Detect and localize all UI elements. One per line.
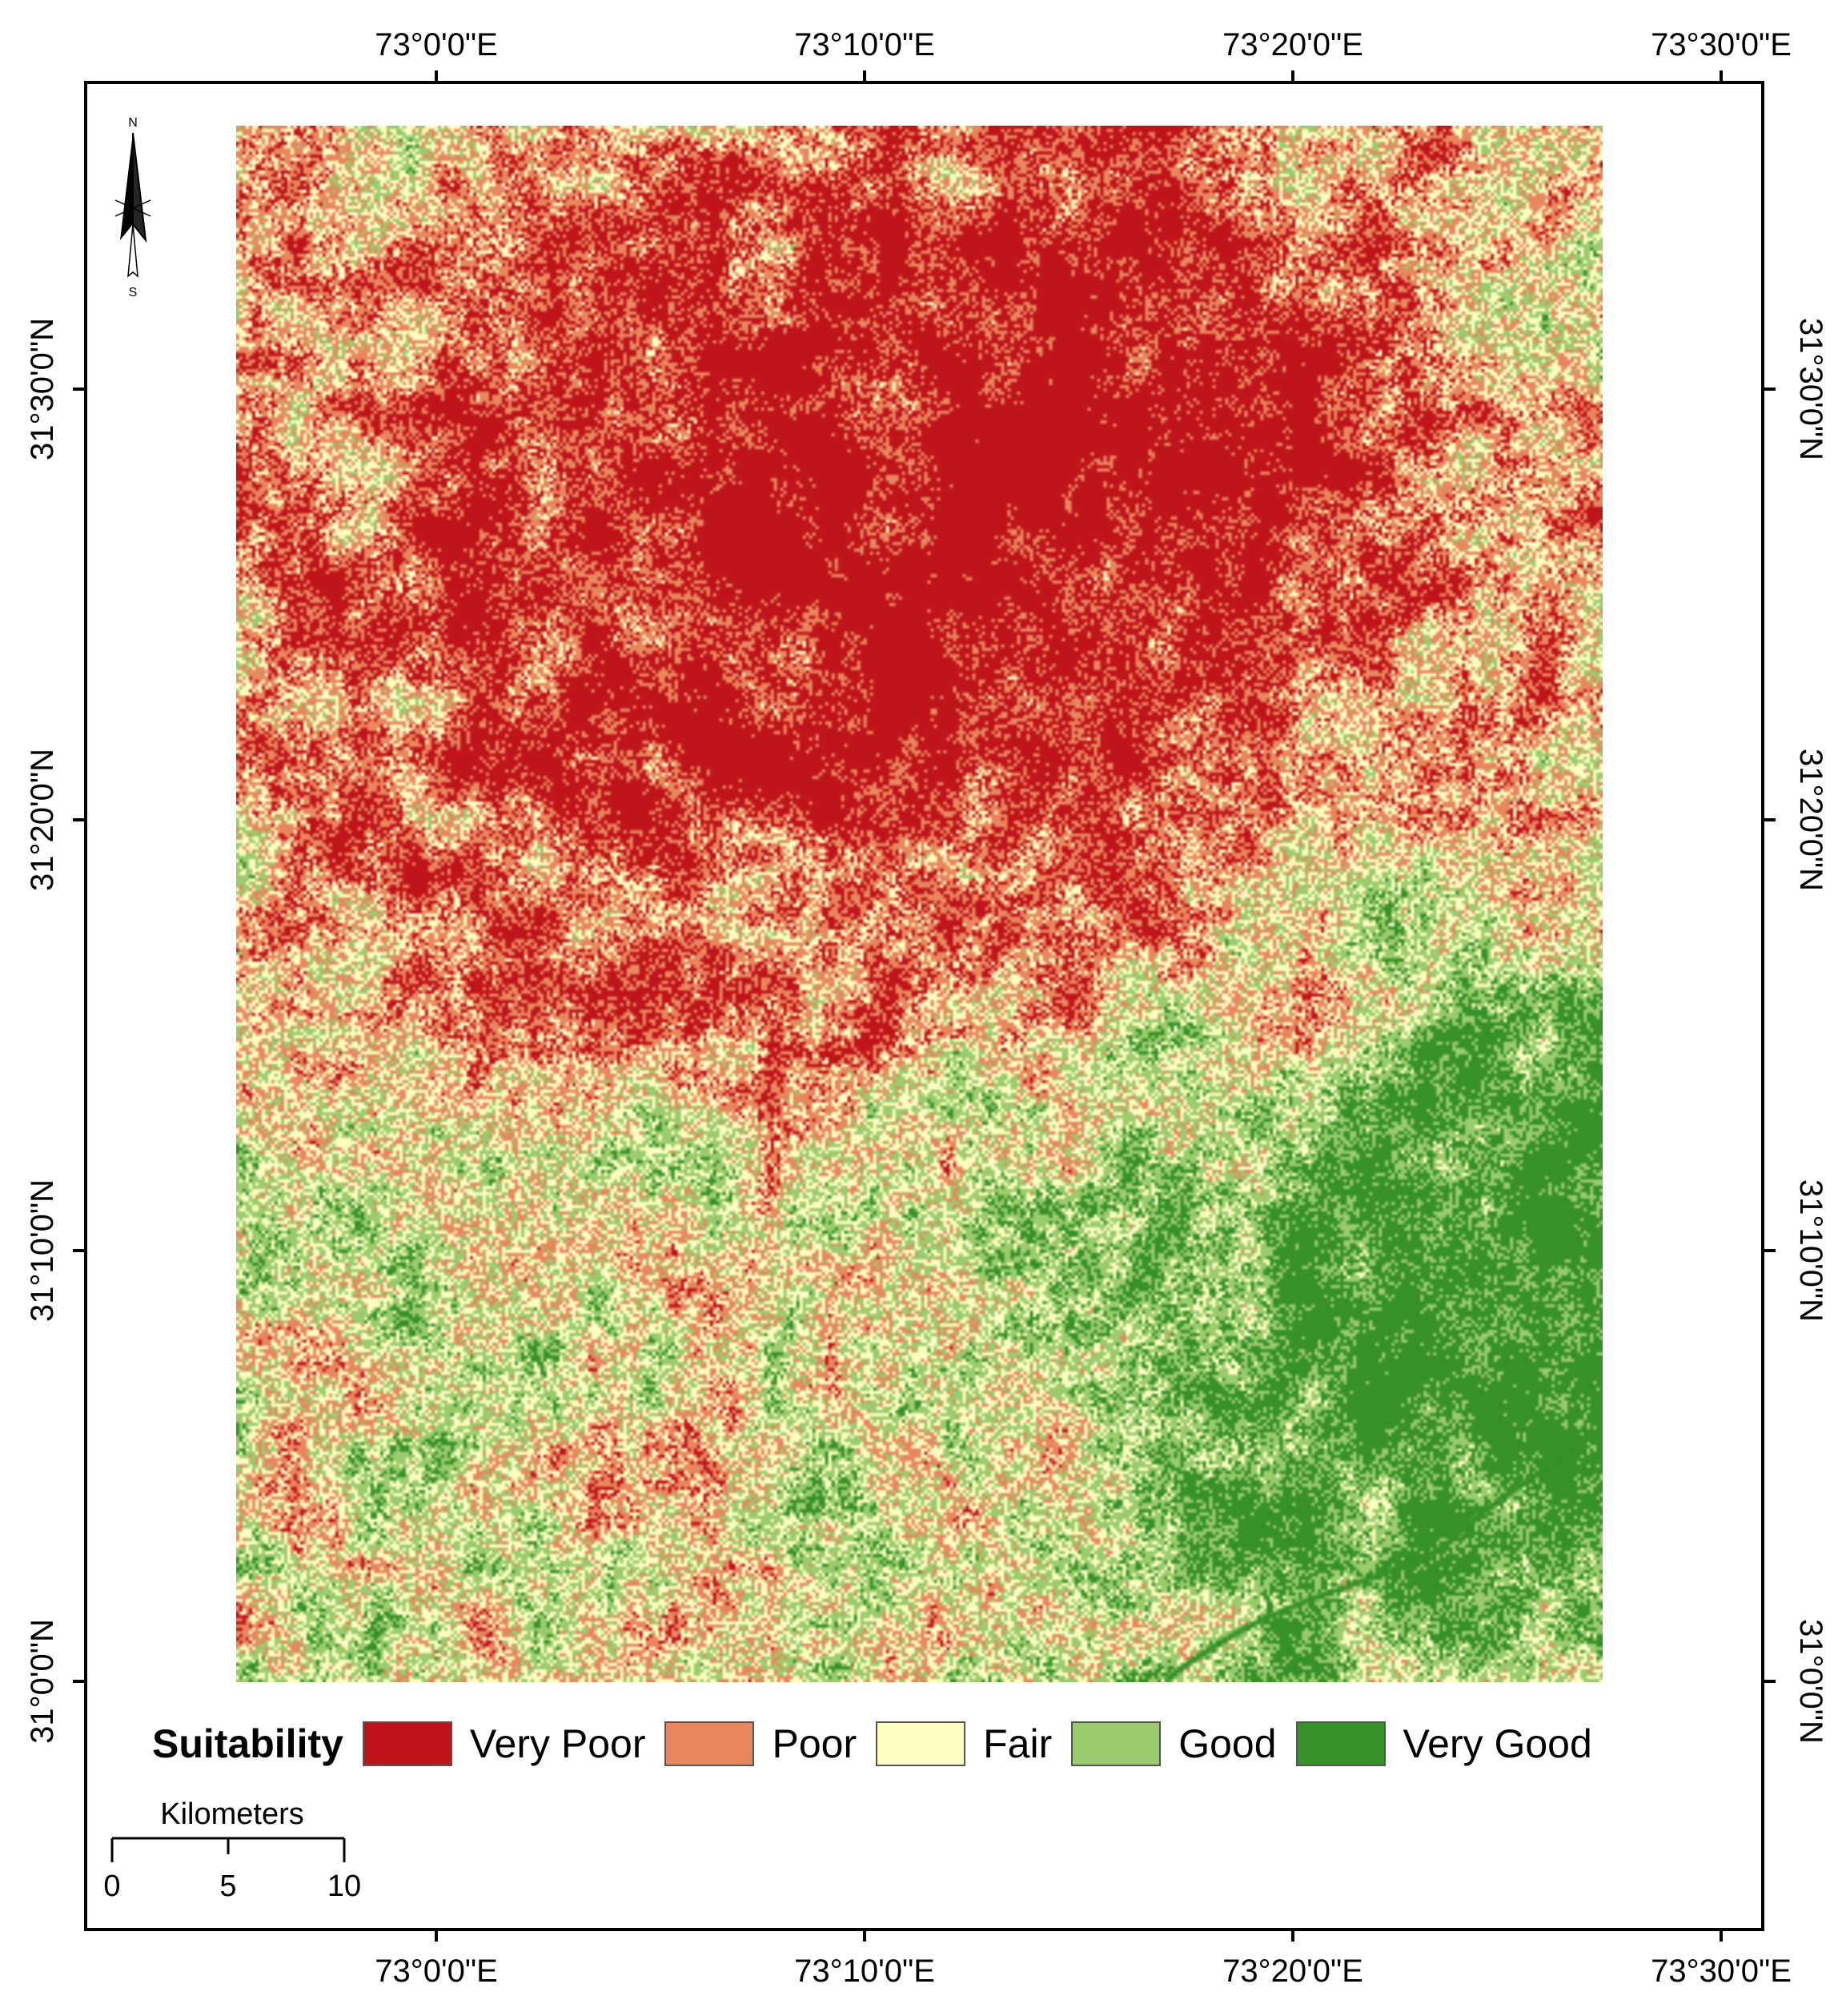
left-tick-mark (73, 1680, 84, 1683)
left-tick-mark (73, 1249, 84, 1252)
left-tick-label: 31°0'0"N (25, 1619, 60, 1744)
legend-swatch-very-poor (362, 1721, 452, 1766)
legend-label-very-good: Very Good (1403, 1721, 1592, 1766)
legend-label-poor: Poor (772, 1721, 857, 1766)
top-tick-label: 73°20'0"E (1222, 27, 1363, 62)
legend-label-very-poor: Very Poor (469, 1721, 646, 1766)
bottom-tick-mark (863, 1930, 866, 1942)
scalebar-label: 10 (327, 1869, 361, 1903)
top-tick-mark (863, 70, 866, 82)
top-tick-label: 73°0'0"E (375, 27, 498, 62)
scale-bar: Kilometers 0 5 10 (103, 1797, 361, 1903)
right-tick-label: 31°10'0"N (1793, 1179, 1828, 1322)
top-tick-label: 73°30'0"E (1651, 27, 1792, 62)
map-frame (84, 81, 1764, 1931)
scalebar-unit: Kilometers (160, 1797, 304, 1831)
bottom-tick-mark (1291, 1930, 1294, 1942)
right-tick-label: 31°20'0"N (1793, 749, 1828, 891)
legend-label-good: Good (1178, 1721, 1277, 1766)
left-tick-mark (73, 818, 84, 821)
right-tick-mark (1764, 818, 1776, 821)
right-tick-label: 31°30'0"N (1793, 318, 1828, 460)
legend-swatch-poor (664, 1721, 755, 1766)
right-tick-mark (1764, 1680, 1776, 1683)
left-tick-label: 31°30'0"N (25, 318, 60, 460)
bottom-tick-label: 73°0'0"E (375, 1954, 498, 1989)
legend-label-fair: Fair (983, 1721, 1053, 1766)
bottom-tick-mark (1720, 1930, 1723, 1942)
legend-title: Suitability (152, 1721, 343, 1766)
north-arrow-icon: N S (114, 116, 151, 299)
left-tick-label: 31°10'0"N (25, 1179, 60, 1322)
legend-swatch-very-good (1295, 1721, 1386, 1766)
bottom-tick-mark (435, 1930, 438, 1942)
legend: Suitability Very Poor Poor Fair Good Ver… (152, 1720, 1611, 1768)
bottom-tick-label: 73°30'0"E (1651, 1954, 1792, 1989)
bottom-tick-label: 73°10'0"E (794, 1954, 935, 1989)
top-tick-mark (1720, 70, 1723, 82)
right-tick-mark (1764, 388, 1776, 391)
top-tick-mark (435, 70, 438, 82)
right-tick-label: 31°0'0"N (1793, 1619, 1828, 1744)
scalebar-label: 5 (219, 1869, 236, 1903)
bottom-tick-label: 73°20'0"E (1222, 1954, 1363, 1989)
left-tick-label: 31°20'0"N (25, 749, 60, 891)
top-tick-mark (1291, 70, 1294, 82)
south-label: S (129, 286, 138, 299)
right-tick-mark (1764, 1249, 1776, 1252)
scalebar-label: 0 (103, 1869, 120, 1903)
left-tick-mark (73, 388, 84, 391)
top-tick-label: 73°10'0"E (794, 27, 935, 62)
legend-swatch-good (1071, 1721, 1162, 1766)
north-label: N (128, 116, 138, 130)
legend-swatch-fair (876, 1721, 966, 1766)
suitability-raster (236, 126, 1603, 1682)
